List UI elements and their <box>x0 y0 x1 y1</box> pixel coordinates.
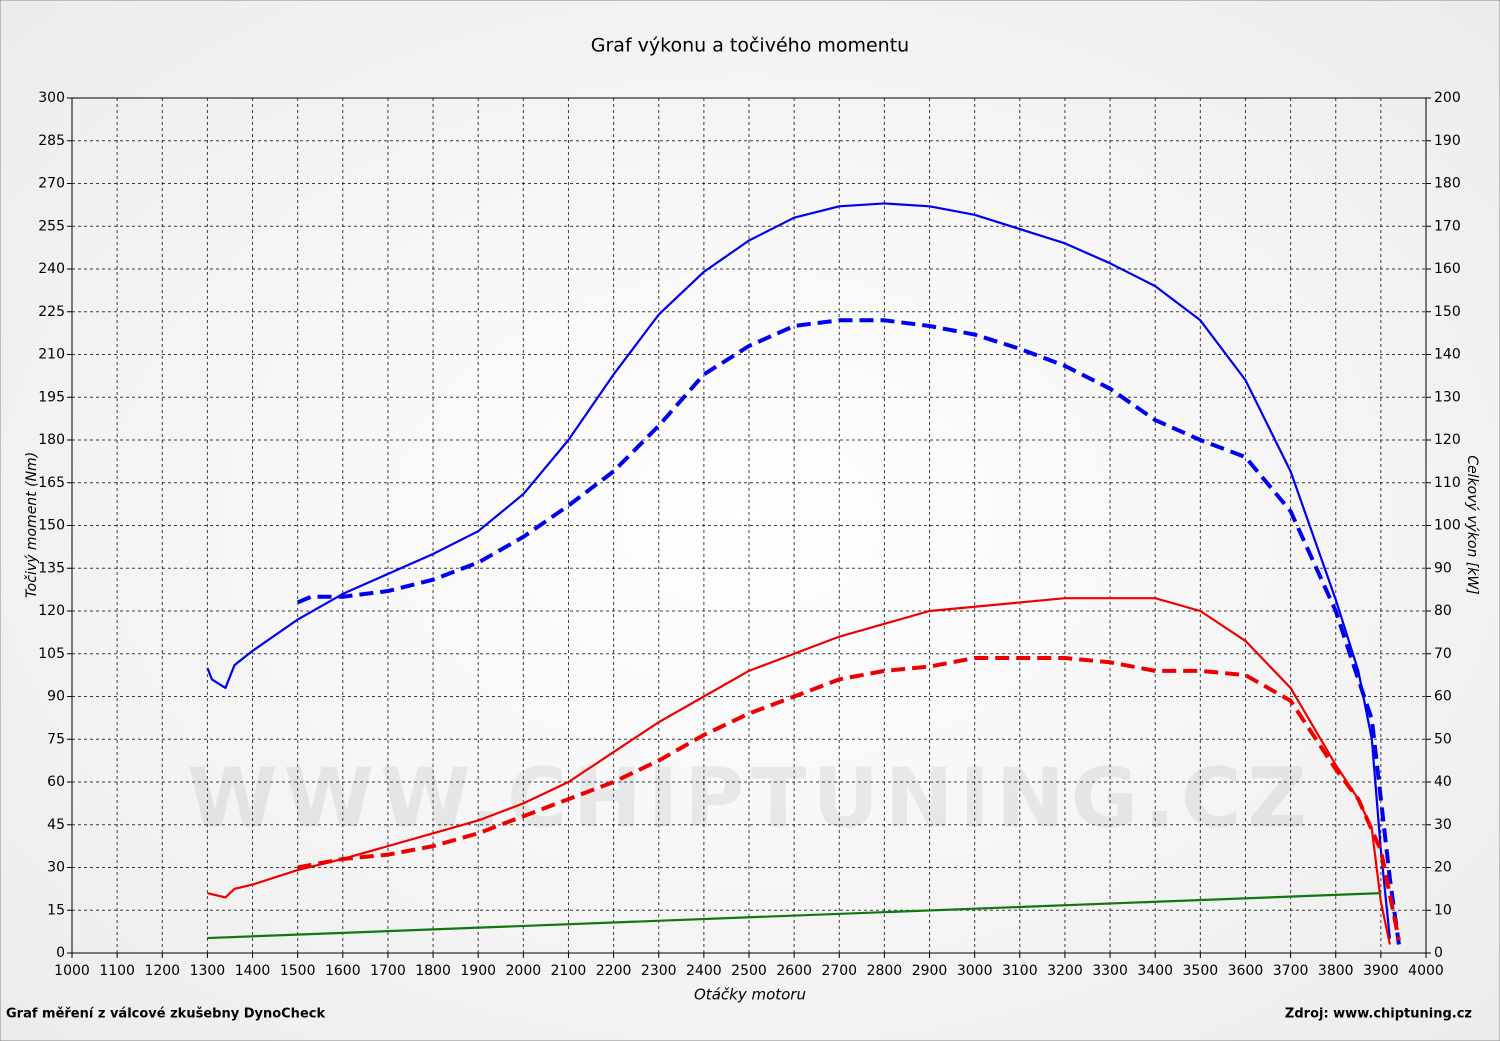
y-tick-label: 300 <box>38 90 65 106</box>
series-line <box>207 892 1381 940</box>
x-tick-label: 3000 <box>957 963 993 979</box>
chart-title: Graf výkonu a točivého momentu <box>591 35 909 57</box>
x-tick-label: 2900 <box>912 963 948 979</box>
y2-axis-label: Celkový výkon [kW] <box>1464 455 1480 594</box>
y-tick-label: 180 <box>38 432 65 448</box>
x-tick-label: 3600 <box>1228 963 1264 979</box>
x-tick-label: 3500 <box>1183 963 1219 979</box>
x-tick-label: 3900 <box>1363 963 1399 979</box>
x-tick-label: 2500 <box>731 963 767 979</box>
y-tick-label: 210 <box>38 347 65 363</box>
y2-tick-label: 50 <box>1434 731 1452 747</box>
x-tick-label: 4000 <box>1408 963 1444 979</box>
y-tick-label: 15 <box>47 902 65 918</box>
y-tick-label: 195 <box>38 389 65 405</box>
y2-tick-label: 30 <box>1434 817 1452 833</box>
y-tick-label: 255 <box>38 218 65 234</box>
y-tick-label: 90 <box>47 689 65 705</box>
x-tick-label: 2600 <box>776 963 812 979</box>
y-axis-label: Točivý moment (Nm) <box>24 452 40 598</box>
y-tick-label: 60 <box>47 774 65 790</box>
y-tick-label: 135 <box>38 560 65 576</box>
y-tick-label: 285 <box>38 133 65 149</box>
x-axis-label: Otáčky motoru <box>694 986 806 1004</box>
x-tick-label: 3100 <box>1002 963 1038 979</box>
y2-tick-label: 40 <box>1434 774 1452 790</box>
x-tick-label: 1500 <box>280 963 316 979</box>
x-tick-label: 1100 <box>99 963 135 979</box>
x-tick-label: 1000 <box>54 963 90 979</box>
y-tick-label: 270 <box>38 176 65 192</box>
y2-tick-label: 70 <box>1434 646 1452 662</box>
watermark: WWW.CHIPTUNING.CZ <box>187 751 1313 846</box>
series-line <box>206 202 1391 939</box>
x-tick-label: 1600 <box>325 963 361 979</box>
y2-tick-label: 150 <box>1434 304 1461 320</box>
y2-tick-label: 190 <box>1434 133 1461 149</box>
x-tick-label: 2200 <box>596 963 632 979</box>
x-tick-label: 2100 <box>551 963 587 979</box>
y2-tick-label: 80 <box>1434 603 1452 619</box>
y2-tick-label: 160 <box>1434 261 1461 277</box>
y2-tick-label: 140 <box>1434 347 1461 363</box>
x-tick-label: 1900 <box>460 963 496 979</box>
y-tick-label: 75 <box>47 731 65 747</box>
y-tick-label: 165 <box>38 475 65 491</box>
x-tick-label: 3700 <box>1273 963 1309 979</box>
x-tick-label: 1400 <box>235 963 271 979</box>
x-tick-label: 1200 <box>144 963 180 979</box>
y2-tick-label: 0 <box>1434 945 1443 961</box>
x-tick-label: 1800 <box>415 963 451 979</box>
x-tick-label: 2300 <box>641 963 677 979</box>
y2-tick-label: 110 <box>1434 475 1461 491</box>
y2-tick-label: 200 <box>1434 90 1461 106</box>
x-tick-label: 1300 <box>190 963 226 979</box>
y-tick-label: 150 <box>38 518 65 534</box>
y-tick-label: 120 <box>38 603 65 619</box>
y2-tick-label: 130 <box>1434 389 1461 405</box>
footer-left: Graf měření z válcové zkušebny DynoCheck <box>6 1007 325 1022</box>
y2-tick-label: 90 <box>1434 560 1452 576</box>
x-tick-label: 3300 <box>1092 963 1128 979</box>
y2-tick-label: 170 <box>1434 218 1461 234</box>
y-tick-label: 30 <box>47 860 65 876</box>
x-tick-label: 3800 <box>1318 963 1354 979</box>
x-tick-label: 2400 <box>686 963 722 979</box>
plot-frame <box>71 97 1427 954</box>
x-tick-label: 2700 <box>821 963 857 979</box>
y2-tick-label: 20 <box>1434 860 1452 876</box>
y2-tick-label: 60 <box>1434 689 1452 705</box>
x-tick-label: 1700 <box>370 963 406 979</box>
y2-tick-label: 100 <box>1434 518 1461 534</box>
y2-tick-label: 180 <box>1434 176 1461 192</box>
series-line <box>296 318 1401 945</box>
y2-tick-label: 10 <box>1434 902 1452 918</box>
y-tick-label: 45 <box>47 817 65 833</box>
series-line <box>297 656 1401 941</box>
footer-right: Zdroj: www.chiptuning.cz <box>1285 1007 1472 1022</box>
y-tick-label: 0 <box>56 945 65 961</box>
x-tick-label: 2800 <box>867 963 903 979</box>
y-tick-label: 105 <box>38 646 65 662</box>
y-tick-label: 225 <box>38 304 65 320</box>
x-tick-label: 2000 <box>506 963 542 979</box>
x-tick-label: 3400 <box>1137 963 1173 979</box>
y2-tick-label: 120 <box>1434 432 1461 448</box>
y-tick-label: 240 <box>38 261 65 277</box>
x-tick-label: 3200 <box>1047 963 1083 979</box>
